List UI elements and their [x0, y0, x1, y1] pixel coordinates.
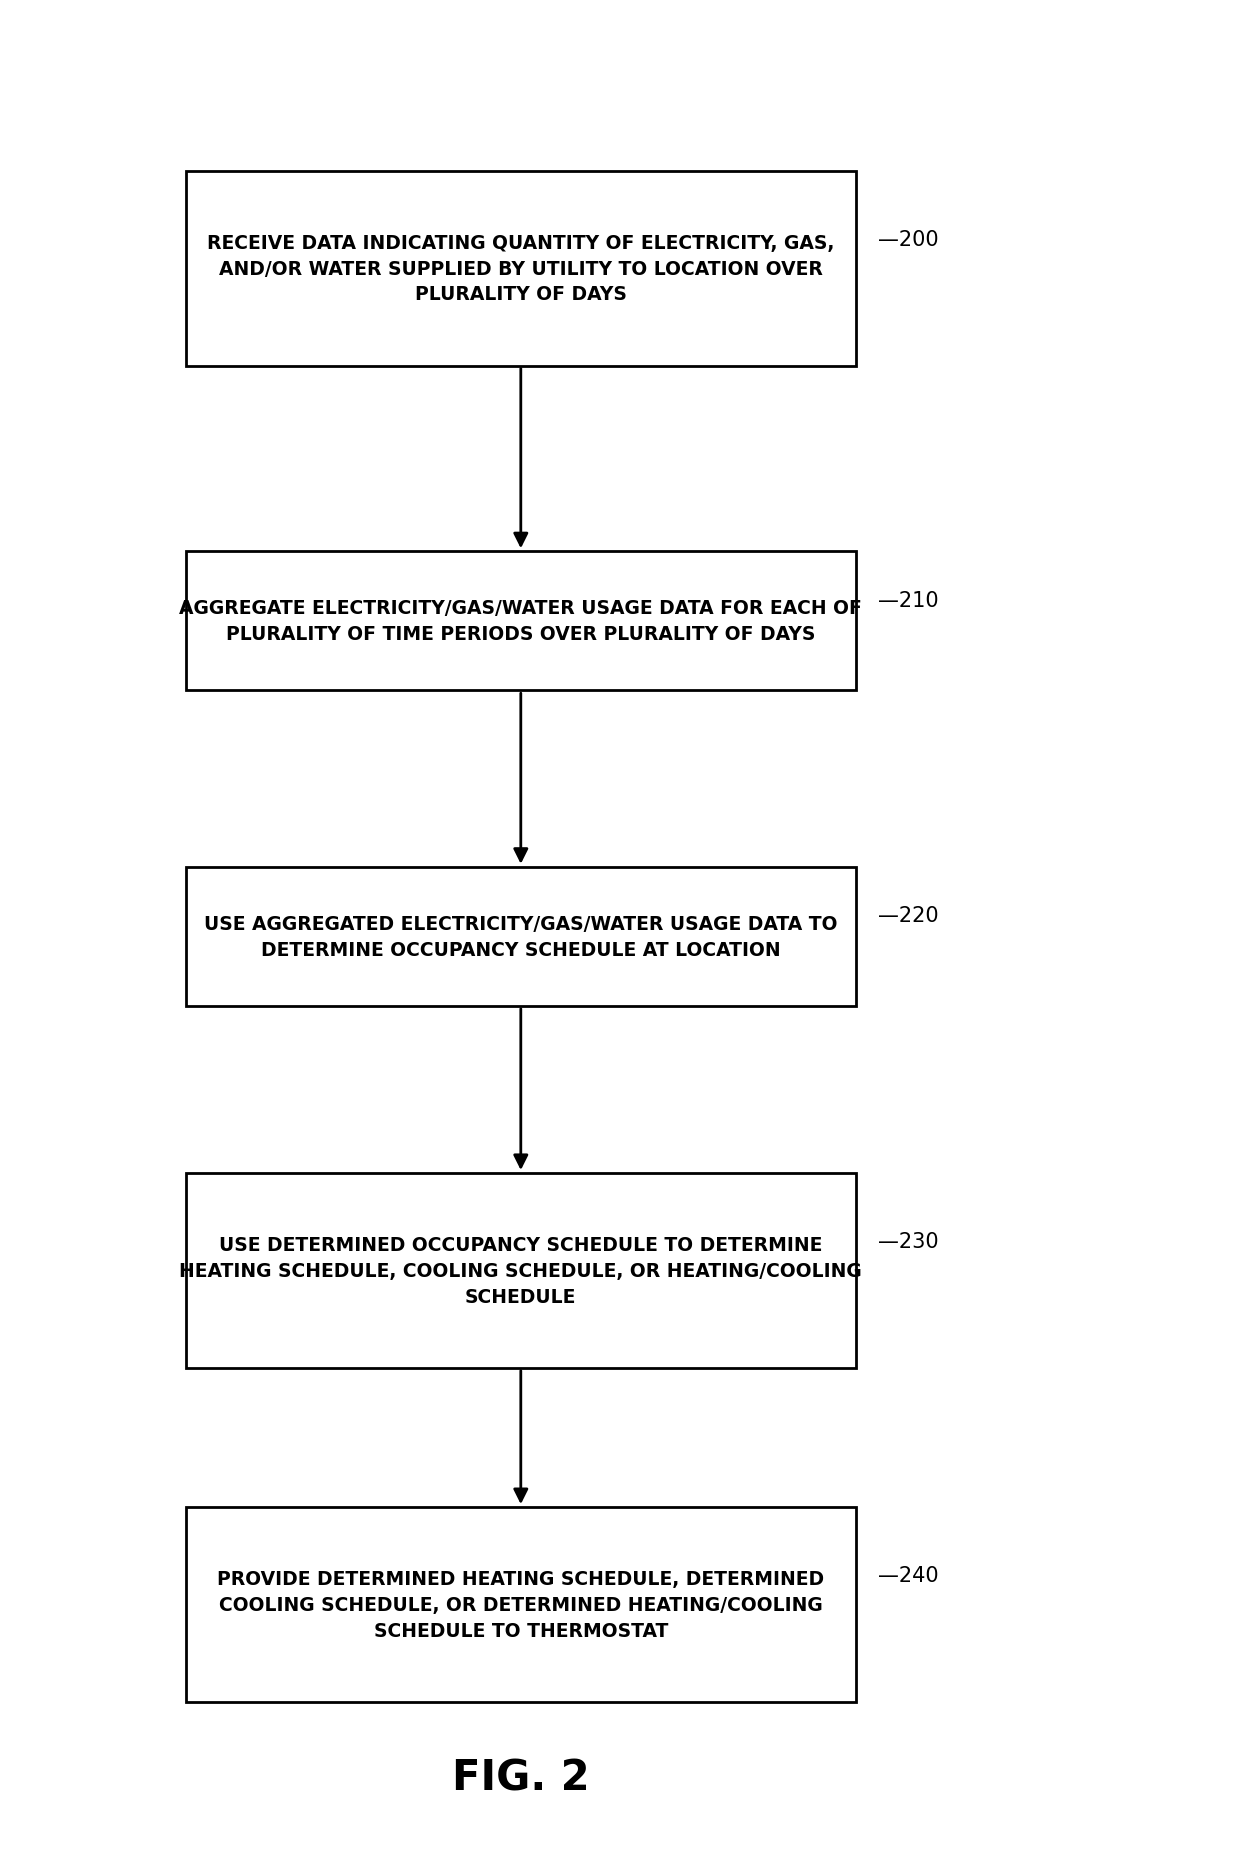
Text: USE AGGREGATED ELECTRICITY/GAS/WATER USAGE DATA TO
DETERMINE OCCUPANCY SCHEDULE : USE AGGREGATED ELECTRICITY/GAS/WATER USA… — [205, 915, 837, 959]
Text: PROVIDE DETERMINED HEATING SCHEDULE, DETERMINED
COOLING SCHEDULE, OR DETERMINED : PROVIDE DETERMINED HEATING SCHEDULE, DET… — [217, 1569, 825, 1640]
Text: RECEIVE DATA INDICATING QUANTITY OF ELECTRICITY, GAS,
AND/OR WATER SUPPLIED BY U: RECEIVE DATA INDICATING QUANTITY OF ELEC… — [207, 234, 835, 304]
Text: FIG. 2: FIG. 2 — [453, 1757, 589, 1797]
Text: USE DETERMINED OCCUPANCY SCHEDULE TO DETERMINE
HEATING SCHEDULE, COOLING SCHEDUL: USE DETERMINED OCCUPANCY SCHEDULE TO DET… — [180, 1235, 862, 1306]
Bar — [186, 1172, 856, 1367]
Bar — [186, 1506, 856, 1703]
Bar — [186, 553, 856, 690]
Text: —220: —220 — [878, 905, 939, 926]
Text: —200: —200 — [878, 230, 939, 250]
Text: —210: —210 — [878, 590, 939, 610]
Bar — [186, 173, 856, 365]
Text: AGGREGATE ELECTRICITY/GAS/WATER USAGE DATA FOR EACH OF
PLURALITY OF TIME PERIODS: AGGREGATE ELECTRICITY/GAS/WATER USAGE DA… — [180, 599, 862, 644]
Text: —240: —240 — [878, 1566, 939, 1586]
Text: —230: —230 — [878, 1232, 939, 1252]
Bar — [186, 868, 856, 1005]
